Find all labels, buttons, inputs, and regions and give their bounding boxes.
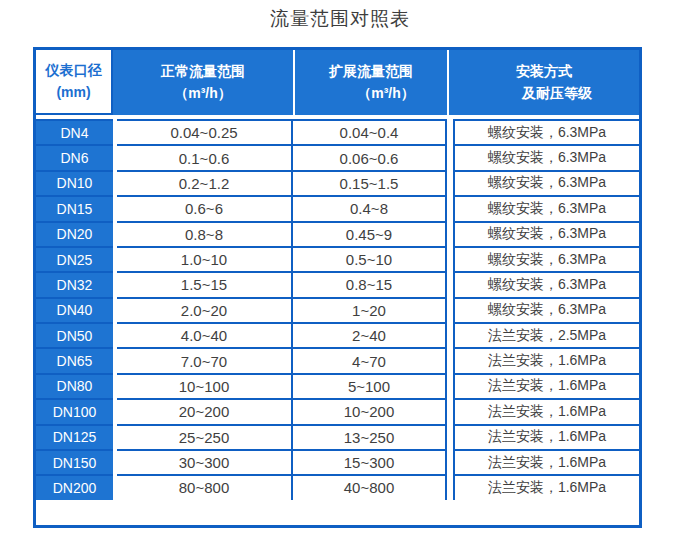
normal-flow-cell: 10~100 xyxy=(117,373,293,398)
header-extended-flow-unit: （m³/h） xyxy=(357,83,415,105)
install-method-cell: 螺纹安装，6.3MPa xyxy=(453,246,639,271)
header-meter-diameter: 仪表口径 (mm) xyxy=(36,50,113,115)
dn-size-cell: DN100 xyxy=(36,398,113,423)
extended-flow-cell: 4~70 xyxy=(293,347,447,372)
dn-size-cell: DN20 xyxy=(36,221,113,246)
install-method-cell: 法兰安装，1.6MPa xyxy=(453,373,639,398)
extended-flow-cell: 2~40 xyxy=(293,322,447,347)
header-install-method: 安装方式 及耐压等级 xyxy=(447,50,639,115)
dn-size-cell: DN125 xyxy=(36,424,113,449)
dn-size-cell: DN4 xyxy=(36,119,113,144)
extended-flow-cell: 0.4~8 xyxy=(293,195,447,220)
header-install-line2: 及耐压等级 xyxy=(522,83,592,105)
header-normal-flow-line1: 正常流量范围 xyxy=(161,61,245,83)
extended-flow-cell: 0.8~15 xyxy=(293,271,447,296)
install-method-cell: 法兰安装，1.6MPa xyxy=(453,347,639,372)
normal-flow-cell: 0.04~0.25 xyxy=(117,119,293,144)
dn-size-cell: DN150 xyxy=(36,449,113,474)
normal-flow-cell: 0.6~6 xyxy=(117,195,293,220)
install-method-cell: 螺纹安装，6.3MPa xyxy=(453,170,639,195)
header-meter-diameter-line1: 仪表口径 xyxy=(46,60,102,82)
dn-size-cell: DN32 xyxy=(36,271,113,296)
dn-size-cell: DN50 xyxy=(36,322,113,347)
dn-size-cell: DN80 xyxy=(36,373,113,398)
page-title: 流量范围对照表 xyxy=(0,6,680,32)
normal-flow-cell: 80~800 xyxy=(117,474,293,499)
extended-flow-cell: 1~20 xyxy=(293,297,447,322)
install-method-cell: 法兰安装，1.6MPa xyxy=(453,424,639,449)
normal-flow-cell: 1.0~10 xyxy=(117,246,293,271)
flow-range-table: 仪表口径 (mm) 正常流量范围 （m³/h） 扩展流量范围 （m³/h） 安装… xyxy=(33,47,642,528)
install-method-cell: 法兰安装，1.6MPa xyxy=(453,474,639,499)
normal-flow-cell: 4.0~40 xyxy=(117,322,293,347)
normal-flow-cell: 20~200 xyxy=(117,398,293,423)
install-method-cell: 螺纹安装，6.3MPa xyxy=(453,144,639,169)
extended-flow-cell: 0.15~1.5 xyxy=(293,170,447,195)
normal-flow-cell: 25~250 xyxy=(117,424,293,449)
install-method-cell: 螺纹安装，6.3MPa xyxy=(453,297,639,322)
dn-size-cell: DN6 xyxy=(36,144,113,169)
extended-flow-cell: 13~250 xyxy=(293,424,447,449)
normal-flow-cell: 0.8~8 xyxy=(117,221,293,246)
dn-size-cell: DN40 xyxy=(36,297,113,322)
header-normal-flow-unit: （m³/h） xyxy=(174,83,232,105)
extended-flow-cell: 15~300 xyxy=(293,449,447,474)
normal-flow-cell: 1.5~15 xyxy=(117,271,293,296)
normal-flow-cell: 30~300 xyxy=(117,449,293,474)
normal-flow-cell: 2.0~20 xyxy=(117,297,293,322)
install-method-cell: 螺纹安装，6.3MPa xyxy=(453,195,639,220)
normal-flow-cell: 0.1~0.6 xyxy=(117,144,293,169)
install-method-cell: 法兰安装，2.5MPa xyxy=(453,322,639,347)
header-install-line1: 安装方式 xyxy=(516,61,572,83)
header-normal-flow-range: 正常流量范围 （m³/h） xyxy=(113,50,293,115)
normal-flow-cell: 0.2~1.2 xyxy=(117,170,293,195)
extended-flow-cell: 0.5~10 xyxy=(293,246,447,271)
extended-flow-cell: 5~100 xyxy=(293,373,447,398)
dn-size-cell: DN65 xyxy=(36,347,113,372)
extended-flow-cell: 40~800 xyxy=(293,474,447,499)
install-method-cell: 螺纹安装，6.3MPa xyxy=(453,221,639,246)
extended-flow-cell: 0.06~0.6 xyxy=(293,144,447,169)
dn-size-cell: DN200 xyxy=(36,474,113,499)
dn-size-cell: DN25 xyxy=(36,246,113,271)
install-method-cell: 法兰安装，1.6MPa xyxy=(453,449,639,474)
header-meter-diameter-unit: (mm) xyxy=(56,82,90,104)
normal-flow-cell: 7.0~70 xyxy=(117,347,293,372)
install-method-cell: 螺纹安装，6.3MPa xyxy=(453,271,639,296)
extended-flow-cell: 0.45~9 xyxy=(293,221,447,246)
dn-size-cell: DN15 xyxy=(36,195,113,220)
header-extended-flow-range: 扩展流量范围 （m³/h） xyxy=(293,50,447,115)
header-extended-flow-line1: 扩展流量范围 xyxy=(329,61,413,83)
extended-flow-cell: 10~200 xyxy=(293,398,447,423)
install-method-cell: 螺纹安装，6.3MPa xyxy=(453,119,639,144)
dn-size-cell: DN10 xyxy=(36,170,113,195)
install-method-cell: 法兰安装，1.6MPa xyxy=(453,398,639,423)
extended-flow-cell: 0.04~0.4 xyxy=(293,119,447,144)
